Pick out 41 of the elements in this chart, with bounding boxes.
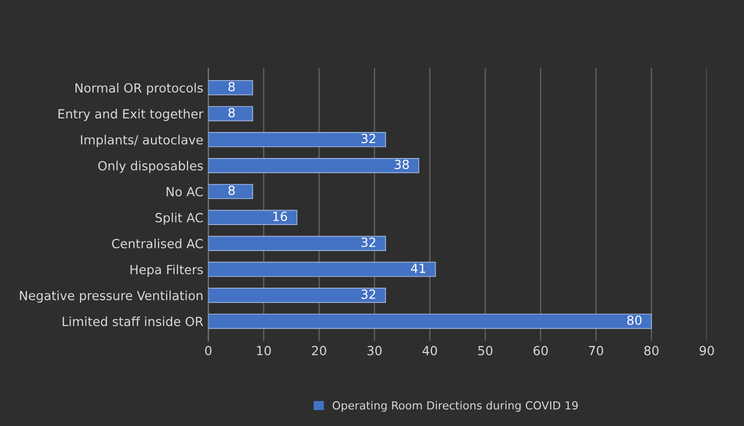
bar bbox=[208, 262, 436, 277]
x-tick-label: 50 bbox=[478, 346, 492, 356]
x-tick-label: 0 bbox=[205, 346, 212, 356]
data-label: 8 bbox=[228, 186, 235, 196]
bar bbox=[208, 210, 298, 226]
bar bbox=[208, 80, 254, 96]
y-tick-label: Limited staff inside OR bbox=[62, 316, 204, 326]
bar bbox=[208, 288, 386, 303]
y-tick-label: Entry and Exit together bbox=[58, 108, 204, 121]
y-tick-label: Implants/ autoclave bbox=[81, 134, 203, 147]
data-label: 32 bbox=[362, 134, 376, 144]
y-tick-label: Hepa Filters bbox=[130, 264, 203, 277]
x-tick-label: 10 bbox=[257, 346, 271, 356]
x-tick-label: 70 bbox=[589, 346, 604, 356]
bar bbox=[208, 314, 652, 329]
y-tick-label: No AC bbox=[166, 186, 203, 196]
data-label: 8 bbox=[228, 108, 235, 118]
bar bbox=[208, 236, 386, 251]
x-tick-label: 60 bbox=[534, 346, 548, 356]
y-tick-label: Split AC bbox=[156, 212, 203, 225]
data-label: 80 bbox=[627, 315, 642, 325]
x-tick-label: 20 bbox=[312, 346, 326, 356]
data-label: 32 bbox=[362, 289, 376, 299]
y-tick-label: Normal OR protocols bbox=[75, 82, 203, 96]
y-tick-label: Only disposables bbox=[98, 160, 203, 173]
y-tick-label: Centralised AC bbox=[112, 238, 203, 248]
bar bbox=[208, 132, 386, 148]
x-tick-label: 30 bbox=[367, 346, 382, 356]
x-tick-label: 40 bbox=[422, 346, 437, 356]
data-label: 38 bbox=[394, 160, 409, 170]
bar bbox=[208, 106, 254, 122]
y-tick-label: Negative pressure Ventilation bbox=[20, 290, 202, 303]
data-label: 8 bbox=[228, 82, 235, 92]
data-label: 32 bbox=[362, 238, 376, 248]
bar bbox=[208, 158, 420, 174]
bar bbox=[208, 184, 254, 200]
legend-label: Operating Room Directions during COVID 19 bbox=[332, 400, 578, 412]
data-label: 41 bbox=[411, 264, 426, 273]
x-tick-label: 80 bbox=[644, 346, 659, 356]
data-label: 16 bbox=[273, 212, 288, 222]
x-tick-label: 90 bbox=[700, 346, 714, 356]
